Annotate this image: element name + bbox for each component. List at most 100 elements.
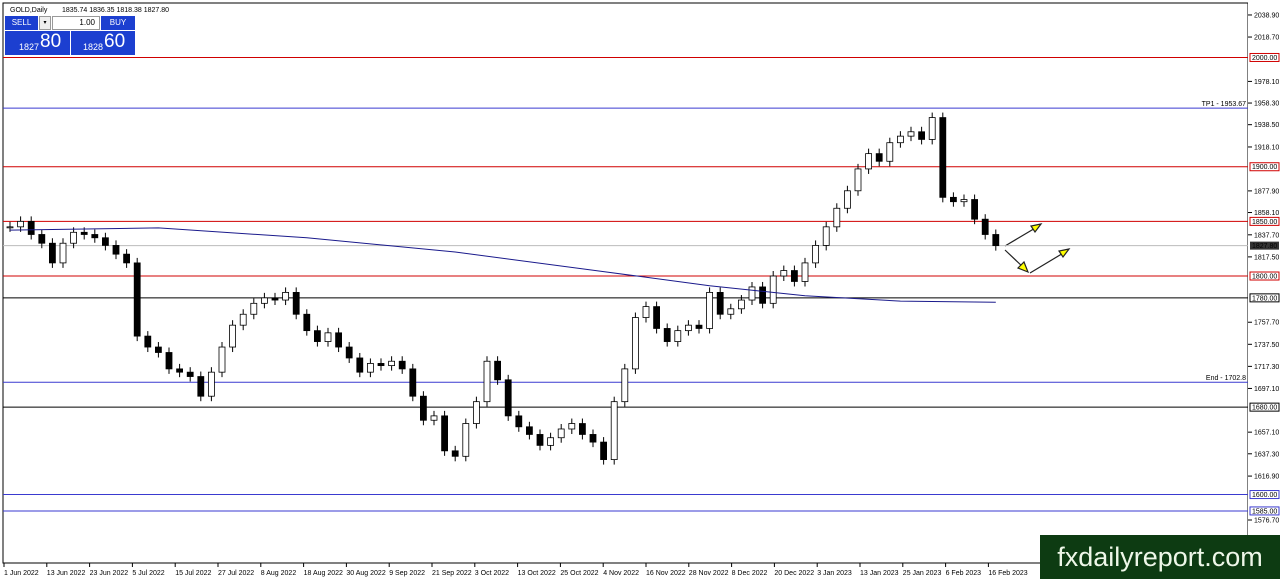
x-tick-label: 3 Oct 2022: [475, 570, 509, 577]
y-tick-label: 1657.10: [1254, 430, 1279, 437]
x-tick-label: 6 Feb 2023: [946, 570, 982, 577]
level-tag: [1249, 402, 1280, 412]
header-symbol: GOLD,Daily: [10, 7, 48, 14]
candle: [526, 426, 533, 435]
candle: [154, 346, 162, 353]
candle: [6, 226, 14, 229]
candle: [801, 262, 809, 282]
candle: [345, 346, 353, 359]
buy-button[interactable]: BUY: [101, 16, 135, 30]
x-tick-label: 28 Nov 2022: [689, 570, 729, 577]
x-tick-label: 13 Oct 2022: [518, 570, 556, 577]
y-tick-label: 1958.30: [1254, 101, 1279, 108]
current-price-label: 1827.80: [1252, 243, 1277, 250]
level-tag: [1249, 162, 1280, 172]
y-tick-label: 1697.10: [1254, 386, 1279, 393]
candle: [886, 142, 894, 162]
x-tick-label: 13 Jun 2022: [47, 570, 86, 577]
candle: [769, 275, 777, 304]
sell-price-big: 1827: [19, 42, 40, 52]
candle: [833, 207, 841, 228]
candle: [451, 450, 459, 457]
candle: [102, 237, 109, 246]
candle: [335, 332, 343, 348]
level-tag: [1249, 506, 1280, 516]
x-tick-label: 3 Jan 2023: [817, 570, 852, 577]
candle: [313, 330, 321, 342]
level-tag-label: 1900.00: [1252, 164, 1277, 171]
x-tick-label: 4 Nov 2022: [603, 570, 639, 577]
candle: [939, 117, 947, 198]
x-tick-label: 23 Jun 2022: [90, 570, 129, 577]
candle: [844, 190, 851, 209]
candle: [875, 153, 883, 162]
level-tag: [1249, 271, 1280, 281]
candle: [356, 357, 364, 373]
candle: [610, 401, 618, 460]
candle: [197, 376, 205, 397]
candle: [271, 297, 279, 301]
candle: [292, 292, 300, 315]
candle: [791, 270, 798, 282]
candle: [971, 199, 978, 220]
candle: [377, 363, 385, 367]
buy-price-small: 60: [104, 31, 126, 52]
header-ohlc: 1835.74 1836.35 1818.38 1827.80: [62, 7, 169, 14]
sell-button[interactable]: SELL: [5, 16, 38, 30]
y-tick-label: 1918.10: [1254, 144, 1279, 151]
candle: [218, 346, 226, 373]
x-tick-label: 21 Sep 2022: [432, 570, 472, 577]
x-tick-label: 18 Aug 2022: [304, 570, 343, 577]
candle: [441, 415, 449, 452]
candle: [472, 401, 480, 424]
candle: [515, 415, 523, 428]
level-label: TP1 - 1953.67: [1202, 101, 1246, 108]
candle: [282, 292, 290, 301]
candle: [780, 270, 788, 277]
level-tag-label: 1780.00: [1252, 295, 1277, 302]
candle: [260, 297, 268, 304]
candle: [695, 324, 703, 329]
level-tag-label: 2000.00: [1252, 55, 1277, 62]
moving-average: [9, 227, 996, 303]
candle: [589, 434, 597, 443]
candle: [663, 328, 671, 342]
x-tick-label: 30 Aug 2022: [346, 570, 385, 577]
candle: [250, 302, 258, 315]
y-tick-label: 1737.50: [1254, 342, 1279, 349]
x-tick-label: 25 Oct 2022: [560, 570, 598, 577]
candle: [642, 306, 650, 318]
candle: [960, 199, 968, 203]
candle: [91, 234, 99, 239]
lot-input[interactable]: 1.00: [52, 16, 100, 30]
candle: [653, 306, 660, 329]
candle: [112, 245, 120, 255]
sell-price[interactable]: 1827 80: [5, 31, 70, 55]
level-tag-label: 1600.00: [1252, 492, 1277, 499]
candle: [229, 324, 237, 348]
x-tick-label: 16 Nov 2022: [646, 570, 686, 577]
y-tick-label: 1717.30: [1254, 364, 1279, 371]
buy-price[interactable]: 1828 60: [71, 31, 135, 55]
candle: [865, 153, 872, 170]
trade-panel: SELL ▾ 1.00 BUY 1827 80 1828 60: [5, 16, 135, 55]
x-tick-label: 8 Aug 2022: [261, 570, 297, 577]
candle: [568, 423, 576, 430]
y-tick-label: 1978.10: [1254, 79, 1279, 86]
y-tick-label: 1616.90: [1254, 474, 1279, 481]
lot-dropdown[interactable]: ▾: [39, 16, 51, 30]
candle: [133, 262, 141, 337]
candle: [462, 423, 470, 457]
candle: [674, 330, 682, 342]
candle: [748, 286, 756, 301]
candle: [49, 242, 56, 264]
candle: [907, 131, 915, 137]
candle: [504, 379, 512, 417]
x-tick-label: 13 Jan 2023: [860, 570, 899, 577]
candle: [854, 168, 862, 192]
candle: [123, 253, 130, 264]
y-tick-label: 1858.10: [1254, 210, 1279, 217]
axis-bg: [1248, 0, 1286, 563]
candle: [398, 360, 406, 370]
